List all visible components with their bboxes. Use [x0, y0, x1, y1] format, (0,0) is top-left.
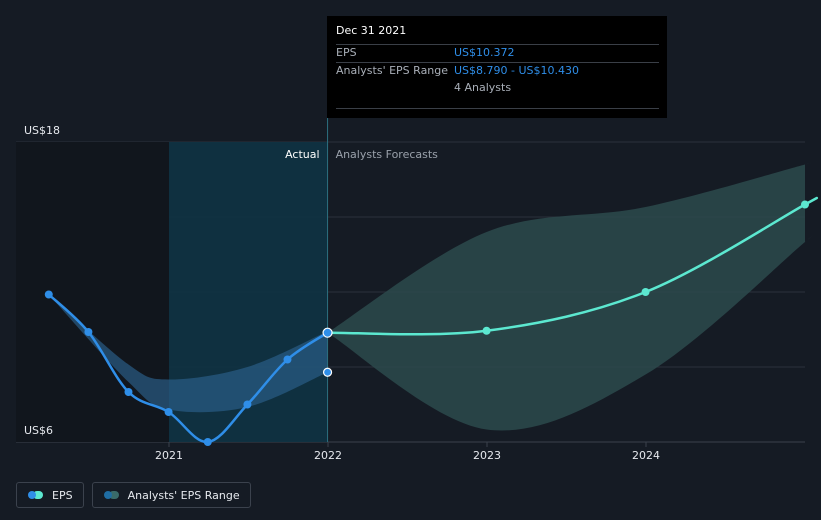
forecast-region-label: Analysts Forecasts — [336, 148, 439, 161]
tooltip-eps-value: US$10.372 — [454, 46, 515, 59]
eps-point[interactable] — [124, 388, 133, 396]
range-area-forecast — [327, 161, 817, 431]
x-tick-label: 2023 — [473, 449, 501, 462]
eps-point[interactable] — [283, 355, 292, 364]
legend-eps-label: EPS — [52, 488, 73, 502]
eps-swatch-forecast — [33, 491, 43, 499]
x-tick-label: 2022 — [314, 449, 342, 462]
eps-point[interactable] — [482, 326, 491, 335]
eps-point[interactable] — [641, 288, 650, 296]
eps-point[interactable] — [84, 328, 93, 336]
legend-range-label: Analysts' EPS Range — [127, 488, 240, 502]
range-swatch-forecast — [108, 491, 119, 499]
range-low-point[interactable] — [322, 367, 333, 377]
eps-actual-line — [47, 293, 329, 444]
x-tick-label: 2021 — [155, 449, 183, 462]
eps-swatch-actual — [28, 491, 36, 499]
actual-region-label: Actual — [285, 148, 319, 161]
eps-range-swatch-icon — [103, 491, 119, 499]
eps-swatch-icon — [28, 491, 43, 499]
eps-range-areas — [48, 161, 817, 431]
eps-point[interactable] — [203, 438, 212, 446]
range-area-actual — [48, 294, 328, 413]
chart-legend: EPS Analysts' EPS Range — [16, 482, 251, 508]
tooltip-analysts-value: 4 Analysts — [454, 81, 512, 94]
eps-point[interactable] — [164, 408, 173, 416]
legend-item-eps[interactable]: EPS — [16, 482, 84, 508]
tooltip-range-label: Analysts' EPS Range — [336, 64, 449, 77]
tooltip-eps-label: EPS — [336, 46, 357, 59]
x-tick-label: 2024 — [632, 449, 660, 462]
tooltip-range-value: US$8.790 - US$10.430 — [454, 64, 580, 77]
tooltip-date: Dec 31 2021 — [336, 24, 407, 37]
tooltip-analysts-label — [336, 82, 454, 94]
eps-current-point[interactable] — [322, 327, 333, 338]
eps-tooltip: Dec 31 2021 EPS US$10.372 Analysts' EPS … — [327, 16, 667, 118]
range-swatch-actual — [103, 491, 112, 499]
y-axis-top-label: US$18 — [24, 124, 60, 137]
eps-point[interactable] — [243, 400, 252, 409]
tooltip-row-range: Analysts' EPS Range US$8.790 - US$10.430 — [336, 62, 659, 80]
y-axis-bottom-label: US$6 — [24, 424, 53, 437]
x-axis-ticks: 2021 2022 2023 2024 — [155, 442, 660, 462]
tooltip-row-analysts: 4 Analysts — [336, 80, 659, 97]
eps-point[interactable] — [44, 290, 53, 299]
legend-item-eps-range[interactable]: Analysts' EPS Range — [91, 482, 251, 508]
eps-point[interactable] — [801, 200, 809, 209]
eps-points — [44, 200, 809, 446]
tooltip-row-eps: EPS US$10.372 — [336, 44, 659, 62]
tooltip-divider — [336, 108, 659, 109]
